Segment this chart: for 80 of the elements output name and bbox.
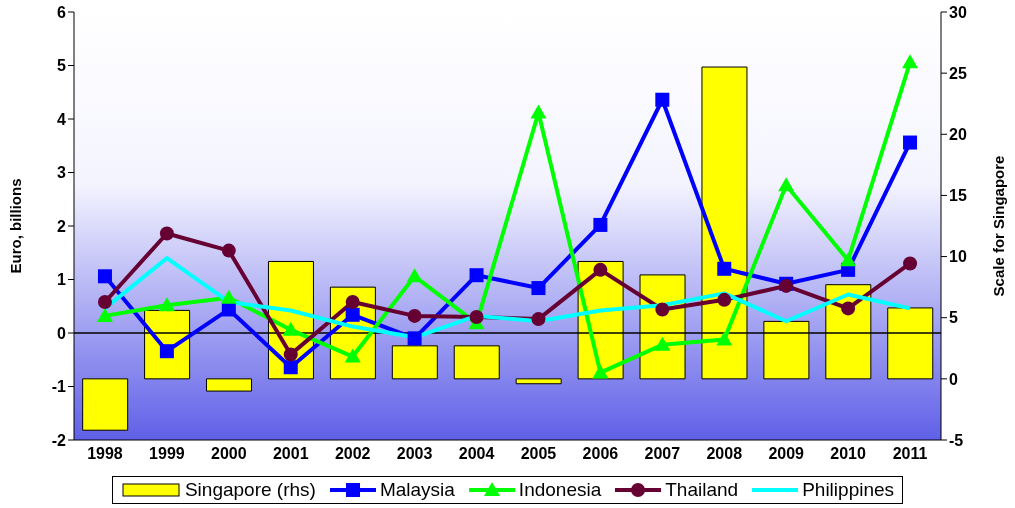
y2-tick-label: 15 xyxy=(949,187,967,205)
y2-tick-label: 0 xyxy=(949,370,958,388)
legend-label: Philippines xyxy=(802,479,895,501)
point xyxy=(345,294,360,309)
point xyxy=(840,252,857,267)
point xyxy=(220,289,237,304)
point xyxy=(717,292,732,307)
y-tick-label: 6 xyxy=(57,3,67,21)
y-tick-label: 1 xyxy=(57,271,67,289)
x-tick-label: 2005 xyxy=(520,445,557,463)
point xyxy=(778,177,795,192)
bar xyxy=(453,345,500,380)
point xyxy=(903,256,918,271)
x-tick-label: 2009 xyxy=(768,445,805,463)
y2-tick-label: 30 xyxy=(949,3,967,21)
y-axis-title: Euro, billions xyxy=(7,178,25,274)
legend-label: Malaysia xyxy=(379,479,455,501)
y-tick-label: 3 xyxy=(57,164,67,182)
bar xyxy=(515,378,562,385)
x-tick-label: 2002 xyxy=(334,445,371,463)
y-tick-label: 0 xyxy=(57,324,67,342)
point xyxy=(902,54,919,69)
point xyxy=(344,348,361,363)
y-tick-label: -2 xyxy=(51,431,67,449)
point xyxy=(531,312,546,327)
x-tick-label: 2004 xyxy=(458,445,495,463)
x-tick-label: 2011 xyxy=(892,445,928,463)
x-tick-label: 2001 xyxy=(272,445,309,463)
y2-tick-label: 5 xyxy=(949,309,958,327)
y-tick-label: -1 xyxy=(51,378,67,396)
x-tick-label: 2000 xyxy=(211,445,247,463)
point xyxy=(593,262,608,277)
point xyxy=(159,344,174,359)
point xyxy=(282,321,299,336)
bar xyxy=(206,378,253,392)
y2-tick-label: -5 xyxy=(949,431,964,449)
x-tick-label: 1999 xyxy=(149,445,185,463)
point xyxy=(221,243,236,258)
point xyxy=(97,269,112,284)
x-tick-label: 1998 xyxy=(87,445,123,463)
point xyxy=(407,331,422,346)
y-tick-label: 2 xyxy=(57,217,67,235)
point xyxy=(97,294,112,309)
x-tick-label: 2010 xyxy=(830,445,867,463)
point xyxy=(530,104,547,119)
point xyxy=(469,309,484,324)
legend-label: Singapore (rhs) xyxy=(184,479,316,501)
legend-label: Indonesia xyxy=(518,479,602,501)
x-tick-label: 2006 xyxy=(582,445,619,463)
point xyxy=(655,302,670,317)
y2-tick-label: 20 xyxy=(949,125,967,143)
point xyxy=(407,308,422,323)
point xyxy=(531,281,546,296)
point xyxy=(592,364,609,379)
point xyxy=(283,360,298,375)
y-tick-label: 4 xyxy=(57,110,67,128)
legend-label: Thailand xyxy=(665,479,739,501)
x-tick-label: 2003 xyxy=(396,445,433,463)
point xyxy=(717,261,732,276)
bar xyxy=(82,378,129,431)
x-tick-label: 2007 xyxy=(644,445,681,463)
point xyxy=(406,268,423,283)
point xyxy=(469,268,484,283)
point xyxy=(593,217,608,232)
bar xyxy=(391,345,438,380)
point xyxy=(159,226,174,241)
point xyxy=(655,92,670,107)
y-tick-label: 5 xyxy=(57,57,67,75)
point xyxy=(283,347,298,362)
point xyxy=(96,307,113,322)
y2-tick-label: 25 xyxy=(949,64,967,82)
point xyxy=(654,336,671,351)
y2-tick-label: 10 xyxy=(949,248,967,266)
y2-axis-title: Scale for Singapore xyxy=(990,155,1008,297)
point xyxy=(158,297,175,312)
point xyxy=(345,307,360,322)
point xyxy=(903,135,918,150)
point xyxy=(841,301,856,316)
x-tick-label: 2008 xyxy=(706,445,743,463)
point xyxy=(716,331,733,346)
